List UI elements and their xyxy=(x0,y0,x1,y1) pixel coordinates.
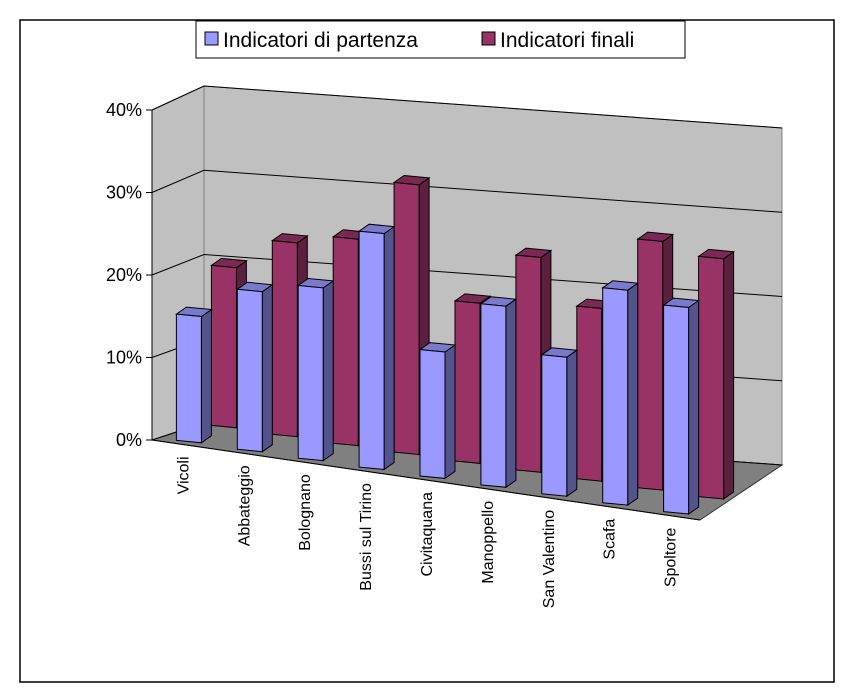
bar-side-face xyxy=(261,283,273,453)
x-tick-label: Scafa xyxy=(602,519,619,560)
bar-front-face xyxy=(332,236,359,447)
y-tick-label: 30% xyxy=(106,183,142,203)
bar-front-face xyxy=(515,254,542,473)
bar-side-face xyxy=(383,225,395,471)
bar xyxy=(418,342,457,480)
bar-front-face xyxy=(210,264,237,429)
bar xyxy=(235,281,274,453)
bar xyxy=(175,306,213,444)
x-tick-label: Civitaquana xyxy=(419,492,436,577)
x-axis-line xyxy=(151,439,701,521)
bar-side-face xyxy=(444,344,456,480)
bar-front-face xyxy=(419,349,446,479)
bar-front-face xyxy=(541,354,568,497)
bar-front-face xyxy=(271,240,298,438)
bar xyxy=(479,296,518,489)
bar-front-face xyxy=(393,181,420,456)
bar-front-face xyxy=(454,300,481,464)
bar-front-face xyxy=(698,255,725,500)
bar-front-face xyxy=(175,313,202,444)
x-tick-label: Manoppello xyxy=(480,501,497,584)
bar xyxy=(601,280,640,507)
bar-side-face xyxy=(627,282,639,507)
bar-front-face xyxy=(236,288,263,453)
bar-front-face xyxy=(602,287,629,506)
legend: Indicatori di partenza Indicatori finali xyxy=(195,20,686,59)
bar-side-face xyxy=(200,308,212,444)
x-tick-label: San Valentino xyxy=(541,510,558,609)
bar-side-face xyxy=(723,250,735,500)
bar xyxy=(697,248,735,500)
legend-label: Indicatori finali xyxy=(500,29,634,52)
bar-front-face xyxy=(480,303,507,488)
bar-side-face xyxy=(322,279,334,462)
gridline xyxy=(151,169,783,213)
bar xyxy=(662,297,700,515)
bar-side-face xyxy=(688,299,700,515)
y-tick-label: 10% xyxy=(106,348,142,368)
legend-swatch xyxy=(204,31,219,46)
x-tick-label: Bussi sul Tirino xyxy=(358,483,375,591)
bar-side-face xyxy=(505,298,517,489)
legend-box xyxy=(195,20,686,59)
bar xyxy=(540,347,579,498)
y-tick-label: 0% xyxy=(116,430,142,450)
x-tick-label: Abbateggio xyxy=(236,465,253,546)
bar-front-face xyxy=(663,304,690,515)
x-tick-label: Vicoli xyxy=(175,456,192,494)
bar-front-face xyxy=(297,284,324,462)
bar-side-face xyxy=(566,349,578,498)
legend-swatch xyxy=(481,31,496,46)
x-tick-label: Bolognano xyxy=(297,474,314,551)
bar-front-face xyxy=(637,238,664,491)
legend-label: Indicatori di partenza xyxy=(223,29,418,52)
x-tick-label: Spoltore xyxy=(663,527,680,587)
gridline xyxy=(151,85,783,129)
bar-front-face xyxy=(358,230,385,471)
y-tick-label: 20% xyxy=(106,265,142,285)
y-tick-label: 40% xyxy=(106,100,142,120)
bar-front-face xyxy=(576,305,603,482)
bar xyxy=(296,277,335,462)
plot-area: 0% 10% 20% 30% 40% Vicoli Abbateggio Bolognano B… xyxy=(106,85,784,609)
bar xyxy=(357,223,396,471)
gridline xyxy=(151,253,783,297)
